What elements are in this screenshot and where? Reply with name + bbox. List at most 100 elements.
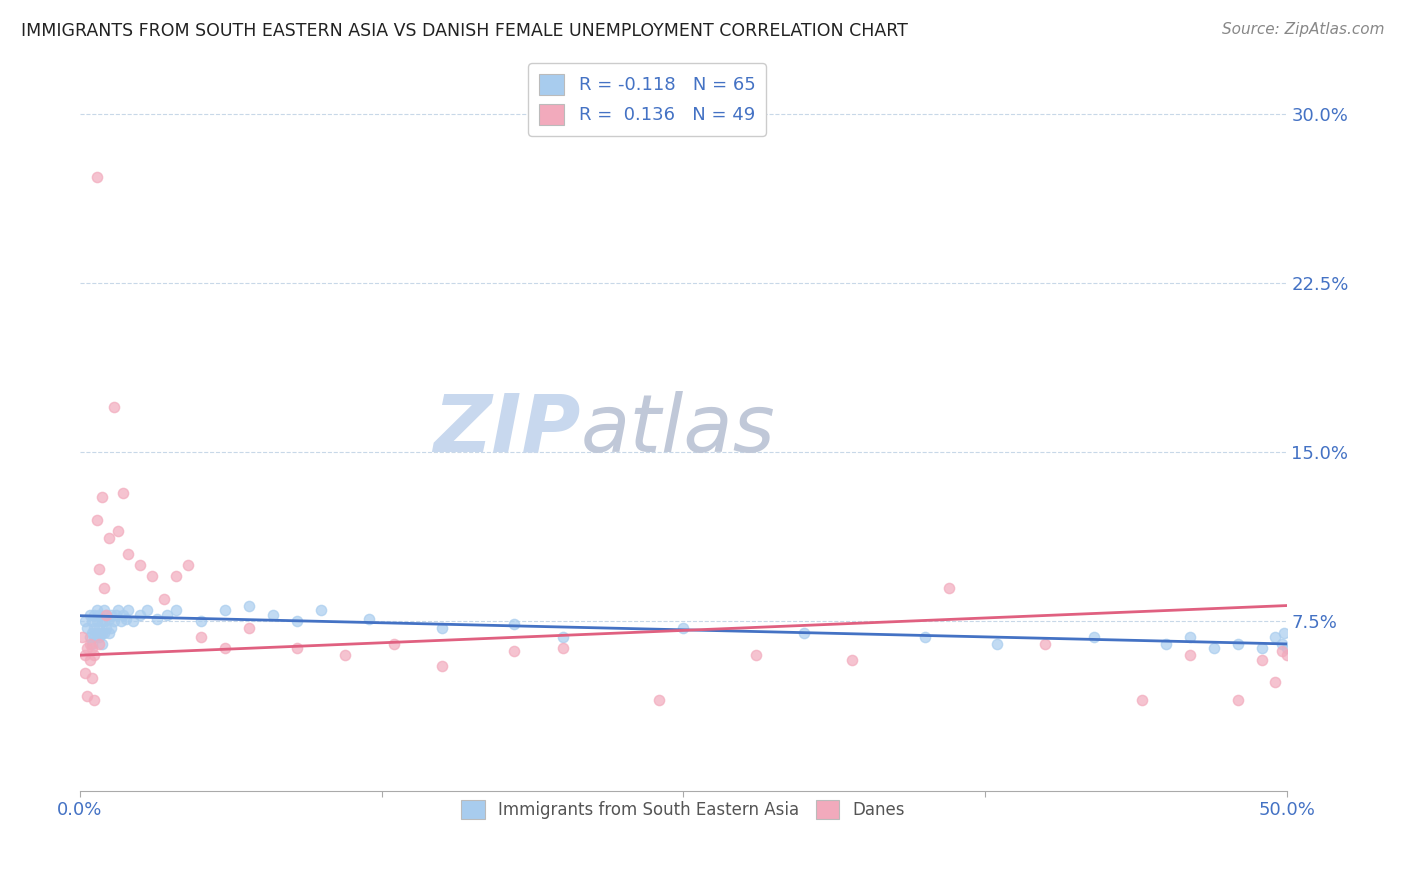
Point <box>112 607 135 622</box>
Point <box>107 524 129 538</box>
Point <box>382 637 405 651</box>
Point <box>551 630 574 644</box>
Point <box>214 641 236 656</box>
Point <box>93 603 115 617</box>
Point <box>1275 641 1298 656</box>
Point <box>86 513 108 527</box>
Point <box>335 648 357 663</box>
Point <box>97 612 120 626</box>
Point <box>285 615 308 629</box>
Point <box>112 485 135 500</box>
Point <box>177 558 200 572</box>
Point <box>72 630 94 644</box>
Point <box>93 625 115 640</box>
Point <box>86 615 108 629</box>
Point <box>80 637 103 651</box>
Text: Source: ZipAtlas.com: Source: ZipAtlas.com <box>1222 22 1385 37</box>
Text: ZIP: ZIP <box>433 391 581 468</box>
Point <box>190 630 212 644</box>
Point <box>146 612 169 626</box>
Point <box>90 490 112 504</box>
Text: atlas: atlas <box>581 391 775 468</box>
Point <box>73 666 96 681</box>
Point <box>73 615 96 629</box>
Point <box>103 615 125 629</box>
Point <box>1275 648 1298 663</box>
Point <box>238 599 260 613</box>
Point <box>79 637 101 651</box>
Point <box>105 607 128 622</box>
Point <box>1251 641 1274 656</box>
Point <box>96 607 118 622</box>
Point <box>190 615 212 629</box>
Point <box>1130 693 1153 707</box>
Point <box>103 400 125 414</box>
Point <box>110 615 132 629</box>
Point <box>744 648 766 663</box>
Point <box>648 693 671 707</box>
Point <box>107 603 129 617</box>
Point <box>153 591 176 606</box>
Point <box>79 653 101 667</box>
Point <box>841 653 863 667</box>
Point <box>1227 637 1250 651</box>
Point <box>79 630 101 644</box>
Point <box>86 169 108 184</box>
Point <box>1178 648 1201 663</box>
Point <box>1227 693 1250 707</box>
Point <box>93 581 115 595</box>
Point <box>96 607 118 622</box>
Point <box>93 615 115 629</box>
Point <box>156 607 179 622</box>
Point <box>76 689 98 703</box>
Point <box>551 641 574 656</box>
Point <box>165 603 187 617</box>
Point <box>1204 641 1226 656</box>
Text: IMMIGRANTS FROM SOUTH EASTERN ASIA VS DANISH FEMALE UNEMPLOYMENT CORRELATION CHA: IMMIGRANTS FROM SOUTH EASTERN ASIA VS DA… <box>21 22 908 40</box>
Point <box>129 558 152 572</box>
Point <box>262 607 284 622</box>
Point <box>114 612 136 626</box>
Point <box>97 625 120 640</box>
Point <box>430 659 453 673</box>
Point <box>89 562 111 576</box>
Point <box>122 615 145 629</box>
Point <box>117 603 139 617</box>
Point <box>83 693 105 707</box>
Point <box>83 630 105 644</box>
Point <box>136 603 159 617</box>
Point <box>1263 630 1285 644</box>
Legend: Immigrants from South Eastern Asia, Danes: Immigrants from South Eastern Asia, Dane… <box>454 793 911 826</box>
Point <box>73 648 96 663</box>
Point <box>914 630 936 644</box>
Point <box>83 621 105 635</box>
Point <box>86 625 108 640</box>
Point <box>1154 637 1177 651</box>
Point <box>1263 675 1285 690</box>
Point <box>83 607 105 622</box>
Point <box>359 612 381 626</box>
Point <box>100 607 122 622</box>
Point <box>503 616 526 631</box>
Point <box>90 615 112 629</box>
Point <box>96 621 118 635</box>
Point <box>793 625 815 640</box>
Point <box>1083 630 1105 644</box>
Point <box>238 621 260 635</box>
Point <box>89 630 111 644</box>
Point <box>672 621 695 635</box>
Point <box>214 603 236 617</box>
Point <box>89 637 111 651</box>
Point <box>76 641 98 656</box>
Point <box>1272 625 1295 640</box>
Point <box>90 637 112 651</box>
Point <box>100 621 122 635</box>
Point <box>430 621 453 635</box>
Point <box>97 531 120 545</box>
Point <box>1033 637 1056 651</box>
Point <box>129 607 152 622</box>
Point <box>503 643 526 657</box>
Point <box>117 547 139 561</box>
Point <box>86 603 108 617</box>
Point <box>80 615 103 629</box>
